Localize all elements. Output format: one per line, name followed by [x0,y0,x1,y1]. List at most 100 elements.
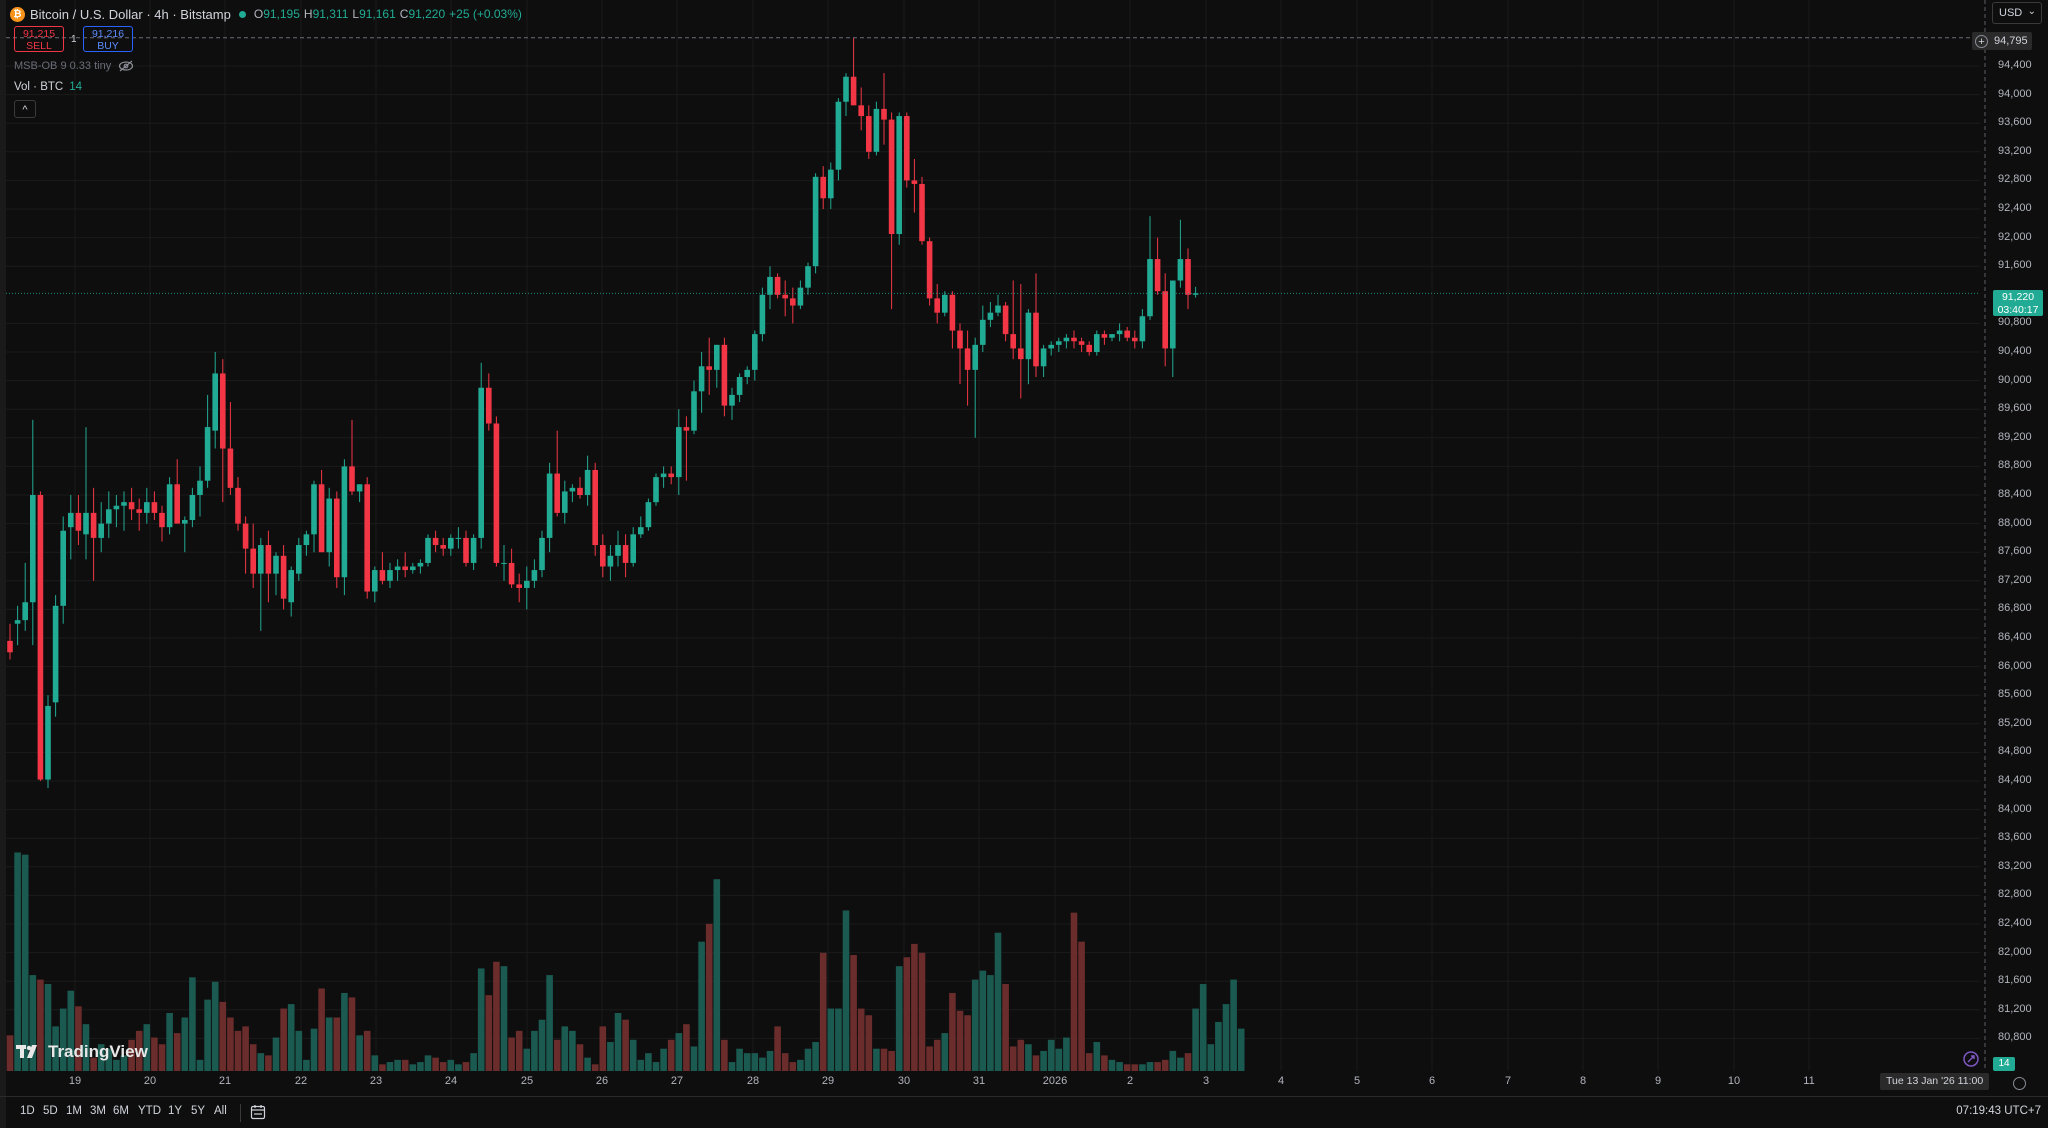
candle-body [1056,341,1062,345]
candle-body [394,566,401,571]
range-button-6m[interactable]: 6M [113,1105,129,1117]
volume-bar [280,1008,287,1071]
volume-bar [1146,1062,1154,1071]
price-tick-label: 80,800 [1998,1031,2032,1044]
volume-bar [1131,1064,1139,1071]
candle-body [881,108,887,120]
volume-bar [52,1026,59,1071]
candle-body [1048,344,1054,349]
indicator-msb-ob[interactable]: MSB-OB 9 0.33 tiny [14,60,134,72]
volume-bar [1215,1021,1222,1071]
volume-bar [797,1059,804,1071]
candle-body [721,344,728,406]
candle-body [318,484,325,553]
candle-body [387,570,393,581]
calendar-go-to-date-icon[interactable] [250,1104,266,1120]
range-button-3m[interactable]: 3M [90,1105,106,1117]
volume-bar [128,1039,135,1071]
replay-icon[interactable] [1962,1050,1980,1068]
candle-body [341,466,348,578]
ohlc-high-value: 91,311 [312,7,349,21]
candle-body [812,176,819,267]
volume-bar [181,1017,189,1071]
volume-bar [1040,1050,1047,1071]
ohlc-close-value: 91,220 [408,7,446,21]
volume-bar [409,1064,417,1071]
volume-bar [880,1048,888,1071]
candle-body [349,466,355,492]
range-button-1m[interactable]: 1M [66,1105,82,1117]
volume-axis-label: 14 [1993,1057,2015,1071]
volume-bar [295,1030,303,1071]
volume-bar [341,992,348,1071]
volume-bar [272,1037,280,1071]
volume-bar [956,1010,964,1071]
volume-bar [614,1013,622,1071]
candle-body [980,319,986,345]
price-tick-label: 81,600 [1998,974,2032,987]
volume-bar [1237,1028,1245,1071]
volume-bar [75,1006,82,1071]
candle-body [265,545,272,574]
ohlc-high-label: H [303,7,313,21]
clock-readout[interactable]: 07:19:43 UTC+7 [1956,1105,2041,1117]
range-button-5d[interactable]: 5D [43,1105,58,1117]
ohlc-low-value: 91,161 [359,7,396,21]
price-tick-label: 92,400 [1998,202,2032,214]
volume-bar [865,1015,873,1071]
tradingview-logo-icon [16,1045,37,1058]
candle-body [45,705,51,780]
bitcoin-icon: ₿ [10,6,25,22]
candle-body [790,298,796,306]
price-tick-label: 87,200 [1998,573,2032,586]
candle-body [691,391,697,431]
range-button-1d[interactable]: 1D [20,1105,35,1117]
candle-body [698,366,705,392]
volume-bar [135,1030,143,1071]
range-button-all[interactable]: All [214,1105,227,1117]
volume-bar [713,879,721,1071]
symbol-title[interactable]: Bitcoin / U.S. Dollar · 4h · Bitstamp [30,6,231,22]
volume-bar [37,979,44,1071]
indicator-volume[interactable]: Vol · BTC 14 [14,81,82,93]
range-button-ytd[interactable]: YTD [138,1105,161,1117]
volume-bar [789,1062,797,1071]
volume-bar [356,1035,363,1071]
currency-selector[interactable]: USD ⌄ [1992,2,2042,24]
volume-bar [1177,1057,1184,1071]
sell-button[interactable]: 91,215 SELL [14,26,64,52]
volume-bar [933,1039,941,1071]
volume-bar [971,979,979,1071]
tradingview-logo[interactable]: TradingView [16,1042,148,1062]
buy-button[interactable]: 91,216 BUY [83,26,133,52]
date-tick-label: 9 [1654,1075,1662,1087]
volume-bar [766,1050,774,1071]
volume-bar [629,1039,637,1071]
eye-hidden-icon[interactable] [118,60,134,72]
volume-bar [819,952,827,1071]
date-tick-label: 6 [1428,1075,1436,1087]
plus-icon[interactable]: + [1975,34,1988,48]
candle-body [478,387,484,538]
date-tick-label: 29 [821,1075,835,1087]
collapse-indicators-button[interactable]: ^ [14,100,36,118]
candle-body [592,469,598,546]
gear-icon[interactable] [2013,1077,2026,1090]
price-lines [6,0,1986,1071]
volume-bar [538,1019,546,1071]
volume-bars [6,852,1245,1071]
range-button-1y[interactable]: 1Y [168,1105,183,1117]
candle-body [1101,334,1108,338]
date-tick-label: 2026 [1042,1075,1068,1087]
candle-body [14,620,21,624]
volume-bar [987,975,994,1071]
volume-bar [652,1062,660,1071]
volume-bar [1207,1044,1215,1071]
volume-bar [1184,1053,1192,1071]
candle-body [736,377,743,395]
candle-body [516,584,522,588]
range-button-5y[interactable]: 5Y [191,1105,206,1117]
date-tick-label: 2 [1126,1075,1134,1087]
candle-body [22,602,28,621]
